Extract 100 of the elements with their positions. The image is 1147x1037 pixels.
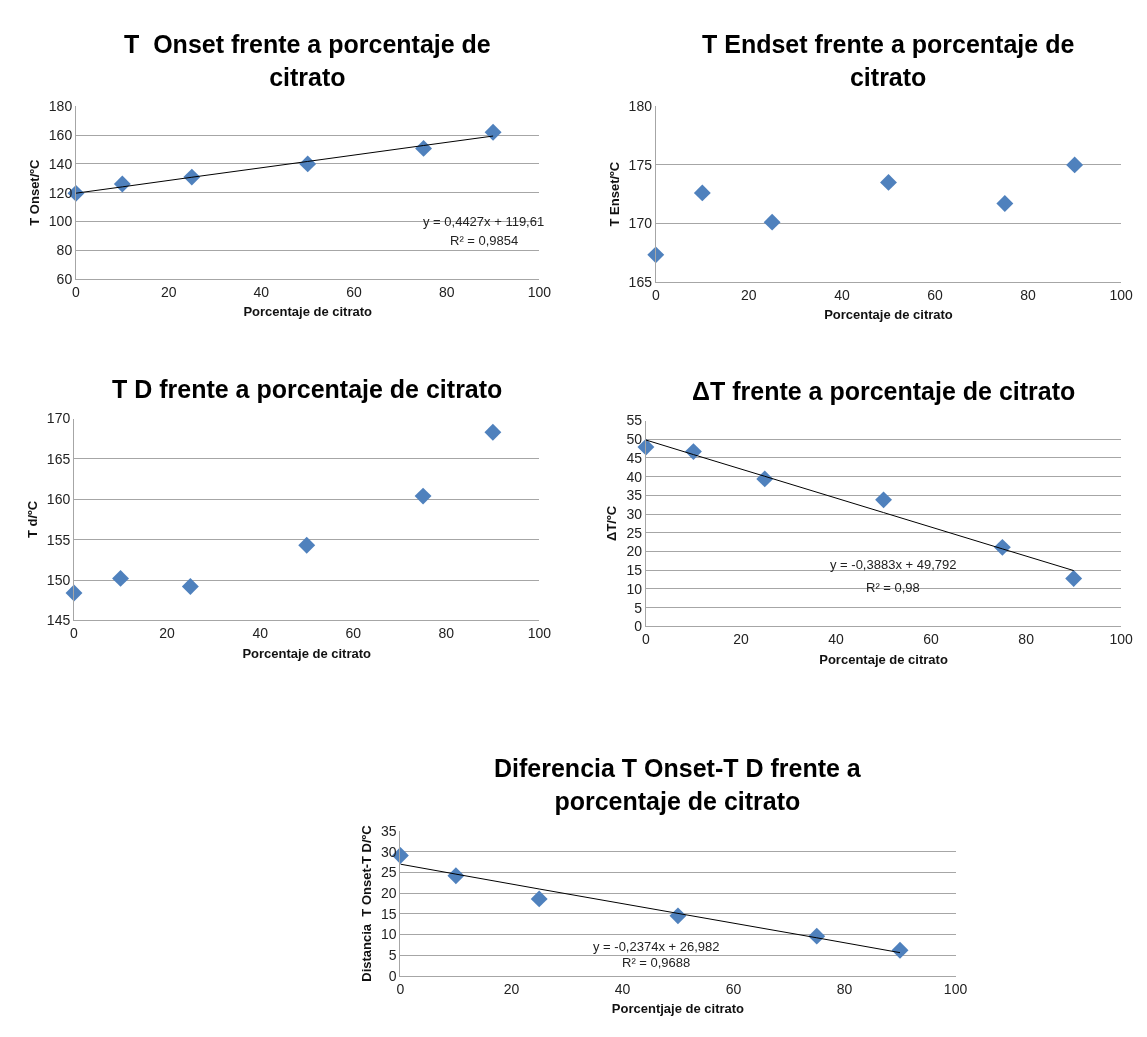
chart-title: T Onset frente a porcentaje de citrato: [124, 30, 491, 91]
y-tick-label: 20: [626, 543, 643, 560]
x-tick-label: 60: [345, 625, 362, 642]
y-tick-label: 55: [626, 412, 643, 429]
x-axis-title: Porcentaje de citrato: [819, 651, 948, 667]
y-tick-label: 35: [626, 487, 643, 504]
y-tick-label: 5: [388, 947, 397, 964]
y-tick-label: 30: [381, 843, 397, 860]
y-tick-label: 145: [46, 612, 71, 629]
x-tick-label: 20: [741, 286, 757, 303]
x-axis-title: Porcentaje de citrato: [243, 304, 373, 320]
chart-title: T Endset frente a porcentaje de citrato: [702, 30, 1075, 91]
y-axis-title: Distancia T Onset-T D/ºC: [358, 824, 374, 982]
point: [647, 246, 665, 264]
x-axis-title: Porcentaje de citrato: [824, 307, 953, 323]
x-tick-label: 60: [927, 286, 944, 303]
y-tick-label: 50: [626, 431, 643, 448]
annotation: y = -0,3883x + 49,792: [830, 557, 957, 572]
point: [875, 491, 893, 509]
annotation: y = 0,4427x + 119,61: [423, 214, 545, 229]
chart-title: Diferencia T Onset-T D frente a porcentaje de citrato: [494, 754, 862, 815]
y-tick-label: 120: [48, 184, 73, 201]
x-tick-label: 60: [923, 631, 940, 648]
y-tick-label: 100: [48, 213, 73, 230]
x-tick-label: 20: [503, 980, 520, 997]
x-tick-label: 20: [160, 283, 177, 300]
y-axis-title: T Enset/ºC: [606, 161, 622, 227]
annotation: R² = 0,9688: [622, 955, 691, 970]
y-axis-title: T d/ºC: [24, 500, 40, 539]
x-tick-label: 40: [834, 286, 850, 303]
y-tick-label: 10: [626, 580, 643, 597]
annotation: y = -0,2374x + 26,982: [593, 939, 720, 954]
y-tick-label: 45: [626, 449, 643, 466]
y-tick-label: 180: [48, 98, 73, 115]
x-tick-label: 100: [943, 980, 968, 997]
y-tick-label: 140: [48, 155, 73, 172]
x-tick-label: 100: [527, 283, 552, 300]
point: [530, 890, 548, 908]
y-axis-title: T Onset/ºC: [26, 158, 42, 226]
point: [484, 123, 502, 141]
point: [880, 173, 897, 191]
y-tick-label: 0: [388, 967, 397, 984]
x-tick-label: 20: [159, 625, 176, 642]
point: [113, 175, 131, 193]
x-tick-label: 60: [346, 283, 363, 300]
x-tick-label: 20: [733, 631, 749, 648]
point: [484, 423, 502, 441]
y-tick-label: 175: [628, 156, 653, 173]
y-tick-label: 15: [626, 562, 643, 579]
y-tick-label: 20: [381, 885, 397, 902]
y-tick-label: 80: [56, 241, 73, 258]
x-tick-label: 40: [252, 625, 269, 642]
x-tick-label: 40: [614, 980, 631, 997]
point: [891, 941, 909, 959]
x-tick-label: 100: [1109, 286, 1134, 303]
chart-title: ΔT frente a porcentaje de citrato: [692, 377, 1076, 405]
x-axis-title: Porcentjaje de citrato: [611, 1001, 745, 1017]
x-tick-label: 60: [725, 980, 742, 997]
x-tick-label: 40: [253, 283, 270, 300]
x-tick-label: 100: [1109, 631, 1134, 648]
y-tick-label: 180: [628, 98, 653, 115]
point: [181, 578, 199, 595]
y-tick-label: 25: [381, 864, 397, 881]
point: [1066, 156, 1084, 174]
point: [414, 487, 432, 505]
x-tick-label: 80: [438, 283, 455, 300]
annotation: R² = 0,9854: [450, 233, 519, 248]
point: [112, 569, 129, 587]
y-tick-label: 170: [628, 215, 653, 232]
y-tick-label: 165: [46, 450, 71, 467]
point: [996, 194, 1014, 212]
y-tick-label: 170: [46, 410, 71, 427]
y-tick-label: 160: [46, 491, 71, 508]
y-tick-label: 60: [56, 270, 73, 287]
x-tick-label: 80: [1018, 631, 1035, 648]
x-tick-label: 80: [1020, 286, 1037, 303]
y-tick-label: 10: [381, 926, 397, 943]
y-axis-title: ΔT/ºC: [604, 505, 620, 541]
point: [298, 536, 316, 554]
y-tick-label: 40: [626, 468, 643, 485]
chart-title: T D frente a porcentaje de citrato: [112, 375, 503, 403]
point: [693, 184, 711, 202]
point: [763, 213, 781, 231]
y-tick-label: 165: [628, 273, 653, 290]
y-tick-label: 30: [626, 505, 643, 522]
y-tick-label: 35: [381, 823, 397, 839]
y-tick-label: 150: [46, 571, 71, 588]
annotation: R² = 0,98: [866, 580, 920, 595]
x-axis-title: Porcentaje de citrato: [242, 645, 372, 661]
y-tick-label: 155: [46, 531, 71, 548]
x-tick-label: 80: [438, 625, 455, 642]
x-tick-label: 80: [836, 980, 853, 997]
point: [65, 584, 83, 602]
y-tick-label: 5: [634, 599, 643, 616]
y-tick-label: 25: [626, 524, 643, 541]
y-tick-label: 160: [48, 127, 73, 144]
y-tick-label: 15: [381, 905, 397, 922]
x-tick-label: 100: [527, 625, 552, 642]
point: [1065, 569, 1083, 587]
x-tick-label: 40: [828, 631, 845, 648]
